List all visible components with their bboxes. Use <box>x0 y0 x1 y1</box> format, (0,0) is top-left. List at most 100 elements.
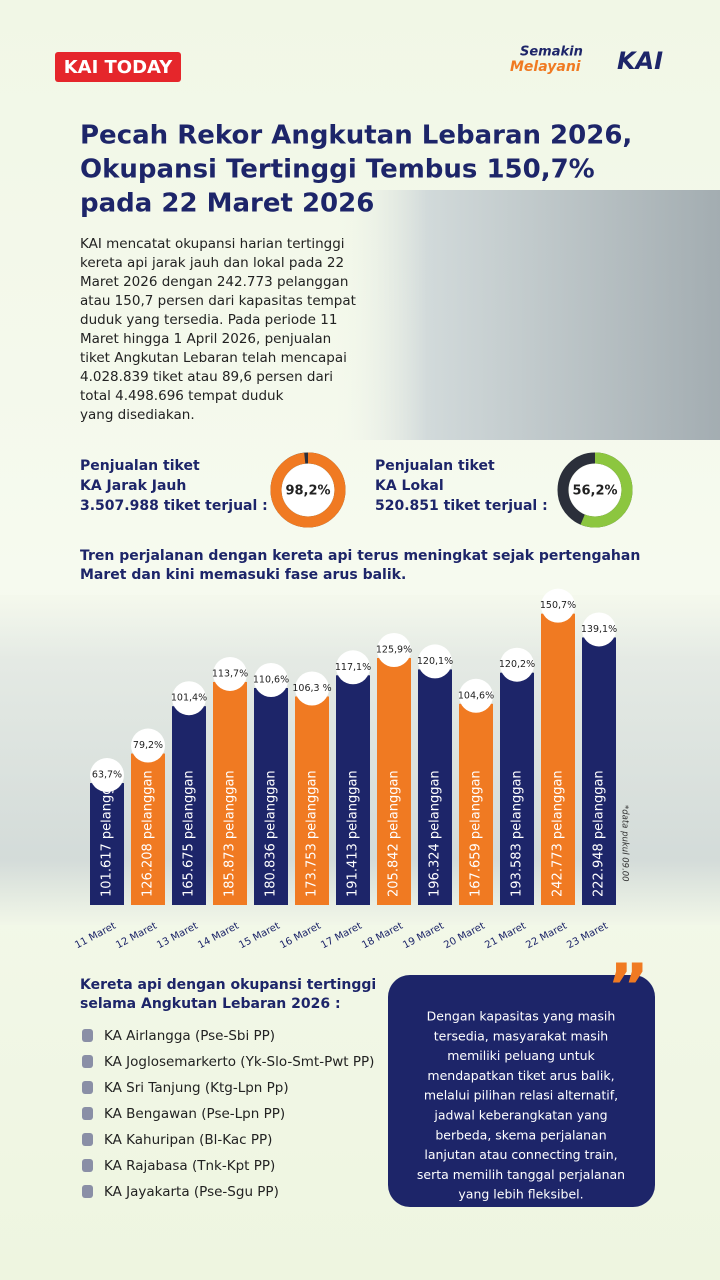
donut-label: 98,2% <box>285 484 330 499</box>
bar-value-label: 196.324 pelanggan <box>428 770 443 897</box>
note-box <box>388 975 655 1207</box>
trend-text: Maret dan kini memasuki fase arus balik. <box>80 567 406 583</box>
donut-hole <box>282 464 334 516</box>
occupancy-label: 101,4% <box>171 693 207 704</box>
bar <box>582 637 616 905</box>
occupancy-bubble <box>582 612 616 647</box>
bar <box>418 669 452 905</box>
bar <box>90 783 124 905</box>
occupancy-label: 104,6% <box>458 690 494 701</box>
intro-line: tiket Angkutan Lebaran telah mencapai <box>80 350 347 366</box>
intro-line: total 4.498.696 tempat duduk <box>80 388 284 404</box>
note-line: Dengan kapasitas yang masih <box>427 1009 616 1024</box>
donut-arc <box>270 452 346 528</box>
sales-label: 3.507.988 tiket terjual : <box>80 498 268 514</box>
bar <box>336 675 370 905</box>
intro-line: duduk yang tersedia. Pada periode 11 <box>80 312 337 328</box>
occupancy-label: 79,2% <box>133 740 163 751</box>
note-line: memiliki peluang untuk <box>447 1048 595 1063</box>
list-title: selama Angkutan Lebaran 2026 : <box>80 996 341 1012</box>
bar <box>131 753 165 905</box>
badge: KAI TODAY <box>64 57 174 78</box>
note-line: jadwal keberangkatan yang <box>433 1108 607 1123</box>
list-item: KA Kahuripan (Bl-Kac PP) <box>104 1132 272 1148</box>
sales-label: KA Jarak Jauh <box>80 478 186 494</box>
bar-value-label: 126.208 pelanggan <box>141 770 156 897</box>
title-line: Pecah Rekor Angkutan Lebaran 2026, <box>80 121 632 151</box>
logo: KAI <box>617 47 663 75</box>
intro-line: Maret 2026 dengan 242.773 pelanggan <box>80 274 348 290</box>
bar-value-label: 222.948 pelanggan <box>592 770 607 897</box>
occupancy-bubble <box>377 632 411 667</box>
occupancy-bubble <box>172 681 206 716</box>
footnote: *data pukul 09.00 <box>620 805 630 882</box>
sales-label: Penjualan tiket <box>375 458 495 474</box>
bar <box>459 703 493 905</box>
sales-label: Penjualan tiket <box>80 458 200 474</box>
bar <box>377 657 411 905</box>
occupancy-label: 125,9% <box>376 644 412 655</box>
bar-value-label: 193.583 pelanggan <box>510 770 525 897</box>
occupancy-bubble <box>541 588 575 623</box>
list-title: Kereta api dengan okupansi tertinggi <box>80 977 376 993</box>
occupancy-label: 139,1% <box>581 624 617 635</box>
occupancy-label: 120,1% <box>417 656 453 667</box>
trend-text: Tren perjalanan dengan kereta api terus … <box>80 548 640 564</box>
occupancy-label: 117,1% <box>335 662 371 673</box>
list-item: KA Bengawan (Pse-Lpn PP) <box>104 1106 285 1122</box>
intro-line: 4.028.839 tiket atau 89,6 persen dari <box>80 369 333 385</box>
bar-value-label: 242.773 pelanggan <box>551 770 566 897</box>
train-icon <box>82 1107 93 1120</box>
occupancy-label: 106,3 % <box>292 683 331 694</box>
donut-hole <box>569 464 621 516</box>
quote-mark: ” <box>607 952 649 1026</box>
bar-value-label: 191.413 pelanggan <box>346 770 361 897</box>
list-item: KA Jayakarta (Pse-Sgu PP) <box>104 1184 279 1200</box>
bar <box>541 613 575 905</box>
occupancy-label: 110,6% <box>253 674 289 685</box>
slogan: Melayani <box>510 59 581 75</box>
list-item: KA Rajabasa (Tnk-Kpt PP) <box>104 1158 275 1174</box>
donut-label: 56,2% <box>572 484 617 499</box>
badge-bg <box>55 52 181 82</box>
sales-label: 520.851 tiket terjual : <box>375 498 548 514</box>
list-item: KA Sri Tanjung (Ktg-Lpn Pp) <box>104 1080 289 1096</box>
intro-line: Maret hingga 1 April 2026, penjualan <box>80 331 331 347</box>
intro-line: kereta api jarak jauh dan lokal pada 22 <box>80 255 344 271</box>
occupancy-bubble <box>90 758 124 793</box>
title-line: Okupansi Tertinggi Tembus 150,7% <box>80 155 595 185</box>
note-line: melalui pilihan relasi alternatif, <box>424 1088 618 1103</box>
occupancy-bubble <box>131 728 165 763</box>
bar-value-label: 165.675 pelanggan <box>182 770 197 897</box>
occupancy-bubble <box>213 656 247 691</box>
note-line: berbeda, skema perjalanan <box>435 1127 606 1142</box>
note-line: yang lebih fleksibel. <box>458 1187 583 1202</box>
note-line: lanjutan atau connecting train, <box>424 1147 617 1162</box>
bar <box>295 696 329 905</box>
bar-value-label: 167.659 pelanggan <box>469 770 484 897</box>
photo-crowd <box>330 190 720 440</box>
train-icon <box>82 1029 93 1042</box>
train-icon <box>82 1133 93 1146</box>
bar <box>254 687 288 905</box>
intro-line: yang disediakan. <box>80 407 195 423</box>
donut-arc <box>557 452 633 528</box>
occupancy-bubble <box>254 662 288 697</box>
bar-value-label: 101.617 pelanggan <box>100 770 115 897</box>
bar <box>500 672 534 905</box>
bar <box>172 706 206 905</box>
occupancy-label: 113,7% <box>212 668 248 679</box>
occupancy-bubble <box>418 644 452 679</box>
occupancy-bubble <box>500 647 534 682</box>
intro-line: atau 150,7 persen dari kapasitas tempat <box>80 293 356 309</box>
train-icon <box>82 1185 93 1198</box>
bar-value-label: 205.842 pelanggan <box>387 770 402 897</box>
note-line: tersedia, masyarakat masih <box>434 1028 608 1043</box>
title-line: pada 22 Maret 2026 <box>80 189 374 219</box>
train-icon <box>82 1081 93 1094</box>
list-item: KA Joglosemarkerto (Yk-Slo-Smt-Pwt PP) <box>104 1054 374 1070</box>
occupancy-bubble <box>295 671 329 706</box>
note-line: mendapatkan tiket arus balik, <box>427 1068 614 1083</box>
sales-label: KA Lokal <box>375 478 444 494</box>
